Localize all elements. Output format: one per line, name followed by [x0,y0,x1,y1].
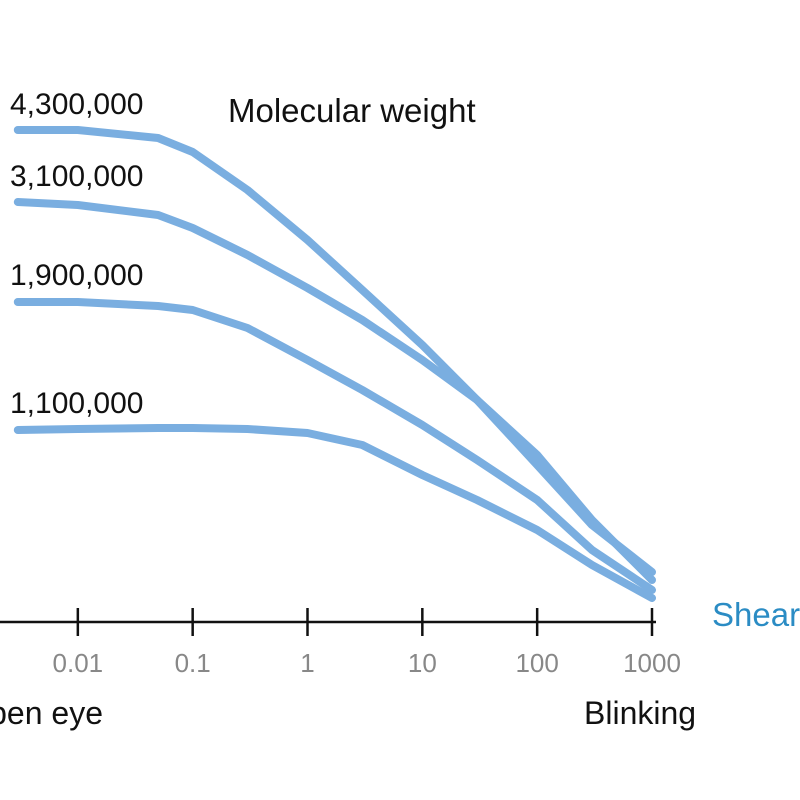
line [13,198,656,584]
series-label: 4,300,000 [10,88,143,121]
x-tick-label: 1000 [623,648,681,678]
series-label: 3,100,000 [10,160,143,193]
x-tick-label: 100 [515,648,558,678]
left-label: Open eye [0,695,103,731]
x-tick-label: 10 [408,648,437,678]
x-tick-label: 1 [300,648,314,678]
right-label: Blinking [584,695,696,731]
line [13,126,656,576]
line [13,424,656,602]
line [13,298,656,594]
x-tick-label: 0.1 [175,648,211,678]
annotation: Molecular weight [228,92,476,129]
series-label: 1,100,000 [10,387,143,420]
x-tick-label: 0.01 [53,648,104,678]
series-label: 1,900,000 [10,259,143,292]
x-axis-label: Shear rate [712,596,800,633]
